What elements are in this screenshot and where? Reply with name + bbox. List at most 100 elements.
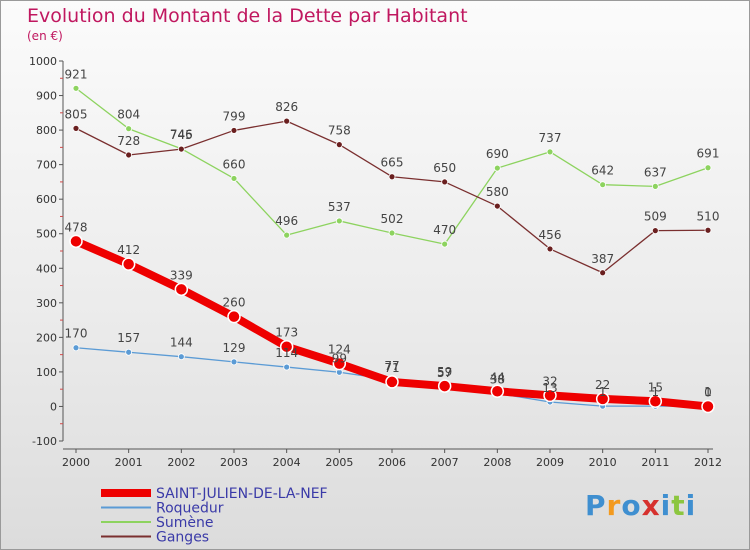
data-label: 478 — [65, 220, 88, 234]
x-tick-label: 2007 — [431, 456, 459, 469]
data-label: 746 — [170, 128, 193, 142]
data-label: 691 — [697, 147, 720, 161]
data-point — [595, 392, 610, 406]
data-label: 170 — [65, 327, 88, 341]
data-label: 1 — [704, 385, 712, 399]
data-label: 650 — [433, 161, 456, 175]
x-tick-label: 2002 — [167, 456, 195, 469]
logo-letter: i — [685, 489, 697, 522]
data-point — [599, 181, 607, 189]
data-label: 799 — [223, 109, 246, 123]
data-label: 502 — [381, 212, 404, 226]
data-label: 71 — [384, 361, 399, 375]
data-point — [72, 344, 80, 352]
data-label: 1 — [599, 385, 607, 399]
data-point — [283, 117, 291, 125]
data-label: 77 — [384, 359, 399, 373]
data-point — [125, 151, 133, 159]
logo-letter: r — [606, 489, 622, 522]
data-label: 44 — [490, 370, 505, 384]
data-point — [121, 257, 136, 271]
data-label: 129 — [223, 341, 246, 355]
y-tick-label: 500 — [36, 228, 57, 241]
data-point — [174, 282, 189, 297]
data-label: 637 — [644, 165, 667, 179]
data-point — [546, 245, 554, 253]
data-label: 537 — [328, 200, 351, 214]
data-label: 1 — [652, 385, 660, 399]
data-point — [279, 339, 294, 354]
data-label: 745 — [170, 128, 193, 142]
data-label: 59 — [437, 365, 452, 379]
x-tick-label: 2003 — [220, 456, 248, 469]
data-label: 510 — [697, 209, 720, 223]
data-point — [230, 127, 238, 134]
x-tick-label: 2005 — [325, 456, 353, 469]
data-label: 804 — [117, 108, 140, 122]
series-line — [75, 120, 709, 274]
data-label: 642 — [591, 164, 614, 178]
data-point — [543, 388, 557, 403]
data-label: 114 — [275, 346, 298, 360]
data-point — [283, 231, 291, 239]
data-point — [177, 145, 185, 153]
x-tick-label: 2006 — [378, 456, 406, 469]
data-point — [493, 164, 501, 172]
y-tick-label: 400 — [36, 262, 57, 275]
data-point — [441, 178, 449, 186]
x-tick-label: 2008 — [483, 456, 511, 469]
data-point — [648, 394, 663, 409]
x-tick-label: 2011 — [641, 456, 669, 469]
legend-label: Roquedur — [156, 501, 224, 517]
data-point — [701, 399, 715, 414]
legend-label: SAINT-JULIEN-DE-LA-NEF — [156, 486, 328, 502]
data-label: 758 — [328, 124, 351, 138]
data-point — [335, 141, 343, 149]
y-tick-label: 1000 — [29, 55, 57, 68]
data-point — [490, 384, 505, 399]
legend-label: Sumène — [156, 515, 214, 531]
data-label: 144 — [170, 336, 193, 350]
data-label: 157 — [117, 331, 140, 345]
y-tick-label: 900 — [36, 90, 57, 103]
data-point — [230, 175, 238, 182]
data-label: 580 — [486, 185, 509, 199]
data-label: 260 — [223, 296, 246, 310]
x-tick-label: 2010 — [589, 456, 617, 469]
data-point — [125, 348, 133, 356]
y-tick-label: 200 — [36, 331, 57, 344]
data-label: 826 — [275, 100, 298, 114]
data-label: 660 — [223, 157, 246, 171]
logo-letter: o — [621, 489, 642, 522]
data-point — [651, 182, 659, 190]
data-label: 124 — [328, 343, 351, 357]
y-tick-label: -100 — [32, 435, 57, 448]
x-tick-label: 2001 — [115, 456, 143, 469]
data-label: 22 — [595, 378, 610, 392]
data-point — [493, 202, 501, 210]
y-tick-label: 700 — [36, 159, 57, 172]
data-label: 57 — [437, 366, 452, 380]
data-point — [177, 353, 185, 361]
data-point — [69, 234, 83, 249]
data-label: 15 — [648, 380, 663, 394]
data-label: 339 — [170, 268, 193, 282]
data-point — [332, 356, 347, 371]
y-tick-label: 600 — [36, 193, 57, 206]
data-label: 728 — [117, 134, 140, 148]
data-label: 470 — [433, 223, 456, 237]
data-label: 496 — [275, 214, 298, 228]
data-point — [227, 309, 241, 324]
logo-letter: x — [641, 489, 661, 522]
data-label: 921 — [65, 67, 88, 81]
legend-label: Ganges — [156, 530, 209, 546]
data-point — [704, 226, 712, 234]
data-label: 13 — [542, 381, 557, 395]
x-tick-label: 2012 — [694, 456, 722, 469]
logo-letter: t — [671, 489, 686, 522]
data-label: 665 — [381, 156, 404, 170]
data-label: 38 — [490, 372, 505, 386]
data-label: 173 — [275, 326, 298, 340]
data-point — [388, 173, 396, 181]
